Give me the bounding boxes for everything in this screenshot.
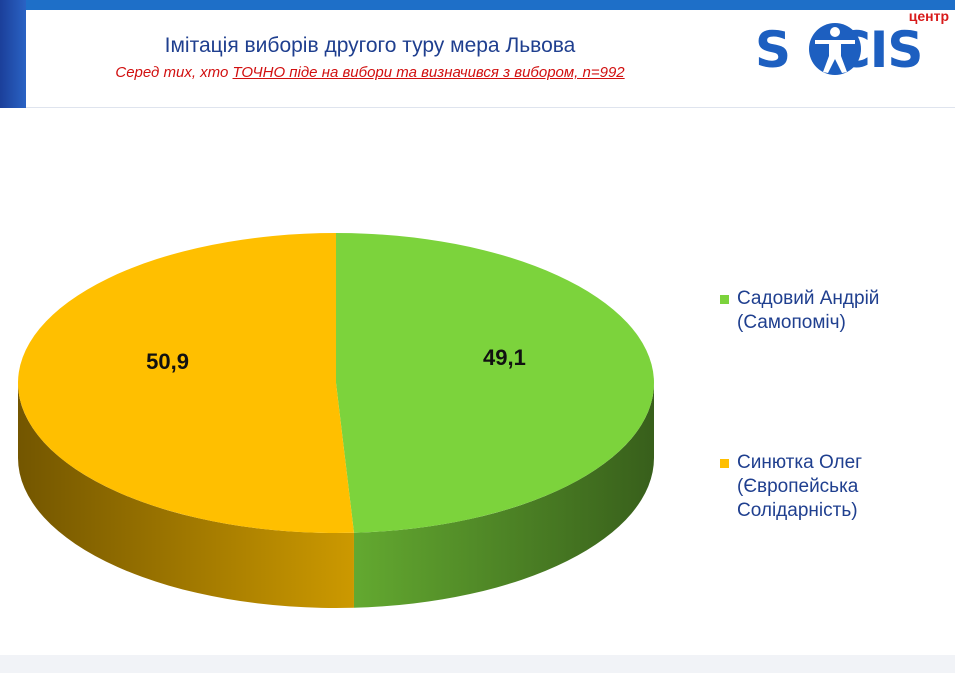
legend-swatch [720,295,729,304]
legend-label-line: (Самопоміч) [737,312,846,333]
chart-subtitle: Серед тих, хто ТОЧНО піде на вибори та в… [40,64,700,81]
legend-label-line: Синютка Олег [737,452,863,473]
legend-item-2: Синютка Олег (Європейська Солідарність) [720,451,920,523]
pie-slice-1 [336,233,655,533]
chart-title: Імітація виборів другого туру мера Львов… [164,34,576,57]
subtitle-prefix: Серед тих, хто [115,64,233,81]
legend-label-line: Солідарність) [737,500,858,521]
pie-side-wall-2 [18,383,354,608]
legend-label-line: (Європейська [737,476,859,497]
header-side-bar [0,0,26,108]
subtitle-emphasis: ТОЧНО піде на вибори та визначився з виб… [232,64,625,81]
footer-bar [0,655,955,673]
pie-slice-2 [18,233,354,533]
logo-figure-icon [809,23,861,75]
pie-value-label-1: 49,1 [483,345,526,370]
logo-small-text: центр [908,8,949,24]
pie-side-wall-1 [353,383,654,608]
header-accent-bar [0,0,955,10]
legend-label-line: Садовий Андрій [737,288,880,309]
legend-item-1: Садовий Андрій (Самопоміч) [720,287,920,335]
socis-logo: центр S CIS [755,8,953,78]
header-divider [26,107,955,108]
legend-swatch [720,459,729,468]
pie-value-label-2: 50,9 [146,349,189,374]
